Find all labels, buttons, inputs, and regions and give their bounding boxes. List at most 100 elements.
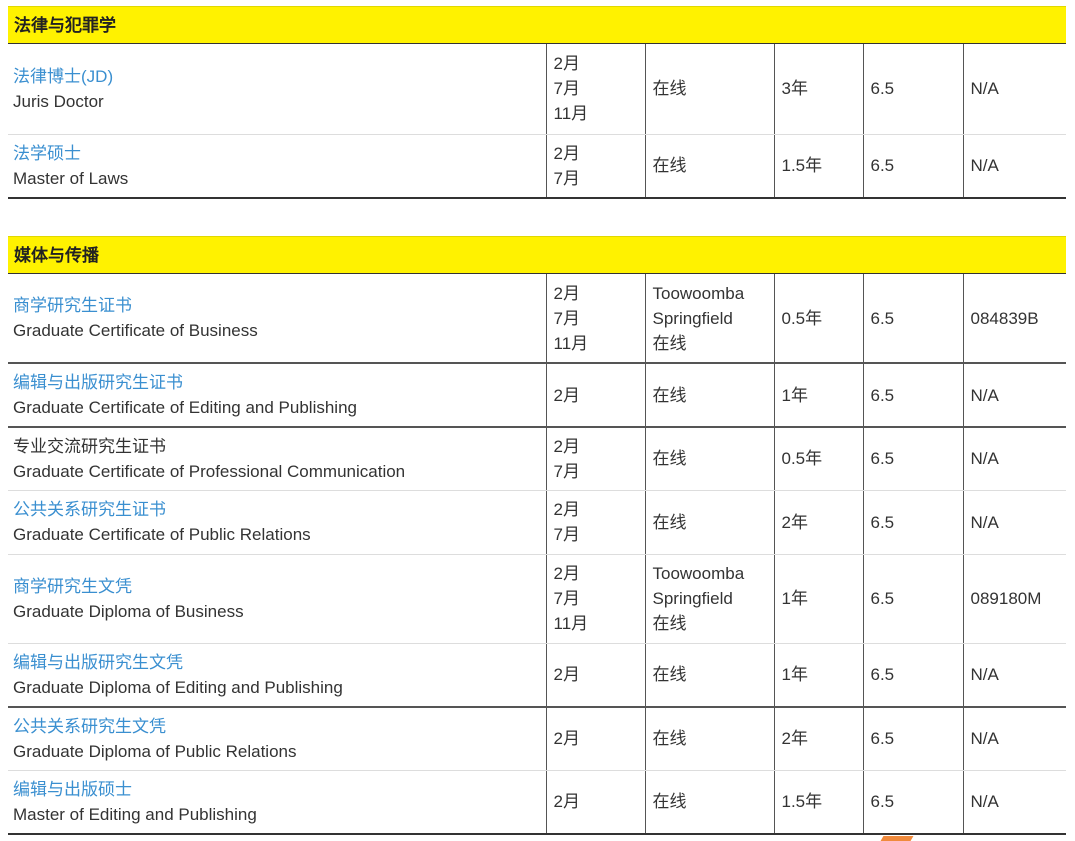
duration-cell: 1年 <box>773 363 863 428</box>
intake-month: 11月 <box>553 104 589 124</box>
decorative-mark <box>880 836 914 841</box>
program-name-en: Graduate Certificate of Business <box>13 321 258 340</box>
intake-month: 2月 <box>553 665 580 685</box>
program-name-cell: 专业交流研究生证书 Graduate Certificate of Profess… <box>8 427 546 491</box>
cricos-cell: N/A <box>962 427 1066 491</box>
duration-cell: 1.5年 <box>773 770 863 835</box>
campus-name: 在线 <box>652 333 687 353</box>
intake-cell: 2月 7月 11月 <box>545 44 645 135</box>
intake-month: 7月 <box>553 308 580 328</box>
duration-cell: 2年 <box>773 707 863 771</box>
campus-name: 在线 <box>652 385 687 405</box>
intake-cell: 2月 7月 11月 <box>545 274 645 364</box>
program-name-en: Master of Laws <box>13 168 129 188</box>
program-link[interactable]: 编辑与出版研究生文凭 <box>13 652 183 672</box>
cricos-cell: N/A <box>962 707 1066 771</box>
campus-name: Springfield <box>652 308 733 328</box>
campus-name: 在线 <box>652 614 687 633</box>
program-link[interactable]: 法律博士(JD) <box>13 66 114 86</box>
program-link[interactable]: 公共关系研究生文凭 <box>13 716 166 736</box>
ielts-cell: 6.5 <box>862 363 963 428</box>
cricos-cell: N/A <box>962 44 1066 135</box>
campus-cell: 在线 <box>644 427 774 491</box>
program-row: 编辑与出版硕士 Master of Editing and Publishing 2… <box>8 770 1066 835</box>
intake-month: 2月 <box>553 283 580 303</box>
program-name-en: Graduate Certificate of Public Relations <box>13 525 311 544</box>
campus-cell: 在线 <box>644 134 774 199</box>
intake-month: 11月 <box>553 333 589 353</box>
duration-cell: 1.5年 <box>773 134 863 199</box>
cricos-cell: 084839B <box>962 274 1066 364</box>
programs-table-media: 商学研究生证书 Graduate Certificate of Business 2… <box>8 274 1066 835</box>
cricos-cell: N/A <box>962 770 1066 835</box>
intake-month: 7月 <box>553 589 580 608</box>
program-row: 专业交流研究生证书 Graduate Certificate of Profess… <box>8 427 1066 491</box>
cricos-cell: N/A <box>962 363 1066 428</box>
cricos-cell: N/A <box>962 643 1066 708</box>
intake-cell: 2月 <box>545 770 645 835</box>
campus-name: Toowoomba <box>652 564 745 583</box>
program-name-cell: 法律博士(JD) Juris Doctor <box>8 44 546 135</box>
section-header-law: 法律与犯罪学 <box>8 6 1066 44</box>
duration-cell: 2年 <box>773 490 863 555</box>
program-name-en: Graduate Certificate of Professional Com… <box>13 461 406 481</box>
intake-month: 2月 <box>553 792 580 812</box>
campus-cell: Toowoomba Springfield 在线 <box>644 274 774 364</box>
duration-cell: 0.5年 <box>773 274 863 364</box>
program-row: 法律博士(JD) Juris Doctor 2月 7月 11月 在线 3年 6.5 N/A <box>8 44 1066 135</box>
campus-cell: 在线 <box>644 643 774 708</box>
program-name-cell: 编辑与出版研究生文凭 Graduate Diploma of Editing an… <box>8 643 546 708</box>
intake-cell: 2月 <box>545 643 645 708</box>
duration-cell: 0.5年 <box>773 427 863 491</box>
campus-cell: Toowoomba Springfield 在线 <box>644 554 774 644</box>
intake-cell: 2月 7月 <box>545 490 645 555</box>
ielts-cell: 6.5 <box>862 134 963 199</box>
ielts-cell: 6.5 <box>862 274 963 364</box>
program-name-en: Graduate Diploma of Public Relations <box>13 741 297 761</box>
intake-month: 7月 <box>553 168 580 188</box>
program-link[interactable]: 公共关系研究生证书 <box>13 500 166 519</box>
intake-cell: 2月 7月 <box>545 134 645 199</box>
intake-month: 7月 <box>553 525 580 544</box>
program-name-cell: 编辑与出版硕士 Master of Editing and Publishing <box>8 770 546 835</box>
campus-cell: 在线 <box>644 707 774 771</box>
campus-name: 在线 <box>652 512 687 532</box>
campus-name: Springfield <box>652 589 733 608</box>
program-name-cn: 专业交流研究生证书 <box>13 436 166 456</box>
cricos-cell: 089180M <box>962 554 1066 644</box>
ielts-cell: 6.5 <box>862 490 963 555</box>
program-name-cell: 法学硕士 Master of Laws <box>8 134 546 199</box>
program-name-en: Graduate Diploma of Business <box>13 601 244 621</box>
intake-month: 2月 <box>553 385 580 405</box>
intake-month: 2月 <box>553 436 580 456</box>
campus-name: 在线 <box>652 79 687 99</box>
program-link[interactable]: 商学研究生证书 <box>13 296 132 315</box>
duration-cell: 1年 <box>773 554 863 644</box>
intake-cell: 2月 <box>545 363 645 428</box>
campus-name: 在线 <box>652 449 687 469</box>
ielts-cell: 6.5 <box>862 643 963 708</box>
program-name-en: Graduate Certificate of Editing and Publ… <box>13 398 357 417</box>
program-name-en: Master of Editing and Publishing <box>13 804 257 824</box>
campus-cell: 在线 <box>644 363 774 428</box>
program-row: 商学研究生文凭 Graduate Diploma of Business 2月 7月 1… <box>8 554 1066 644</box>
program-row: 法学硕士 Master of Laws 2月 7月 在线 1.5年 6.5 N/A <box>8 134 1066 199</box>
program-link[interactable]: 编辑与出版硕士 <box>13 779 132 799</box>
intake-month: 11月 <box>553 614 589 633</box>
program-name-cell: 商学研究生证书 Graduate Certificate of Business <box>8 274 546 364</box>
program-name-cell: 商学研究生文凭 Graduate Diploma of Business <box>8 554 546 644</box>
campus-name: 在线 <box>652 665 687 685</box>
ielts-cell: 6.5 <box>862 44 963 135</box>
program-link[interactable]: 商学研究生文凭 <box>13 576 132 596</box>
ielts-cell: 6.5 <box>862 770 963 835</box>
program-name-en: Juris Doctor <box>13 91 104 111</box>
campus-cell: 在线 <box>644 770 774 835</box>
duration-cell: 1年 <box>773 643 863 708</box>
program-link[interactable]: 编辑与出版研究生证书 <box>13 373 183 392</box>
program-row: 公共关系研究生文凭 Graduate Diploma of Public Rela… <box>8 707 1066 771</box>
intake-cell: 2月 7月 11月 <box>545 554 645 644</box>
intake-month: 2月 <box>553 54 580 74</box>
program-link[interactable]: 法学硕士 <box>13 143 81 163</box>
campus-name: Toowoomba <box>652 283 745 303</box>
program-name-cell: 编辑与出版研究生证书 Graduate Certificate of Editin… <box>8 363 546 428</box>
